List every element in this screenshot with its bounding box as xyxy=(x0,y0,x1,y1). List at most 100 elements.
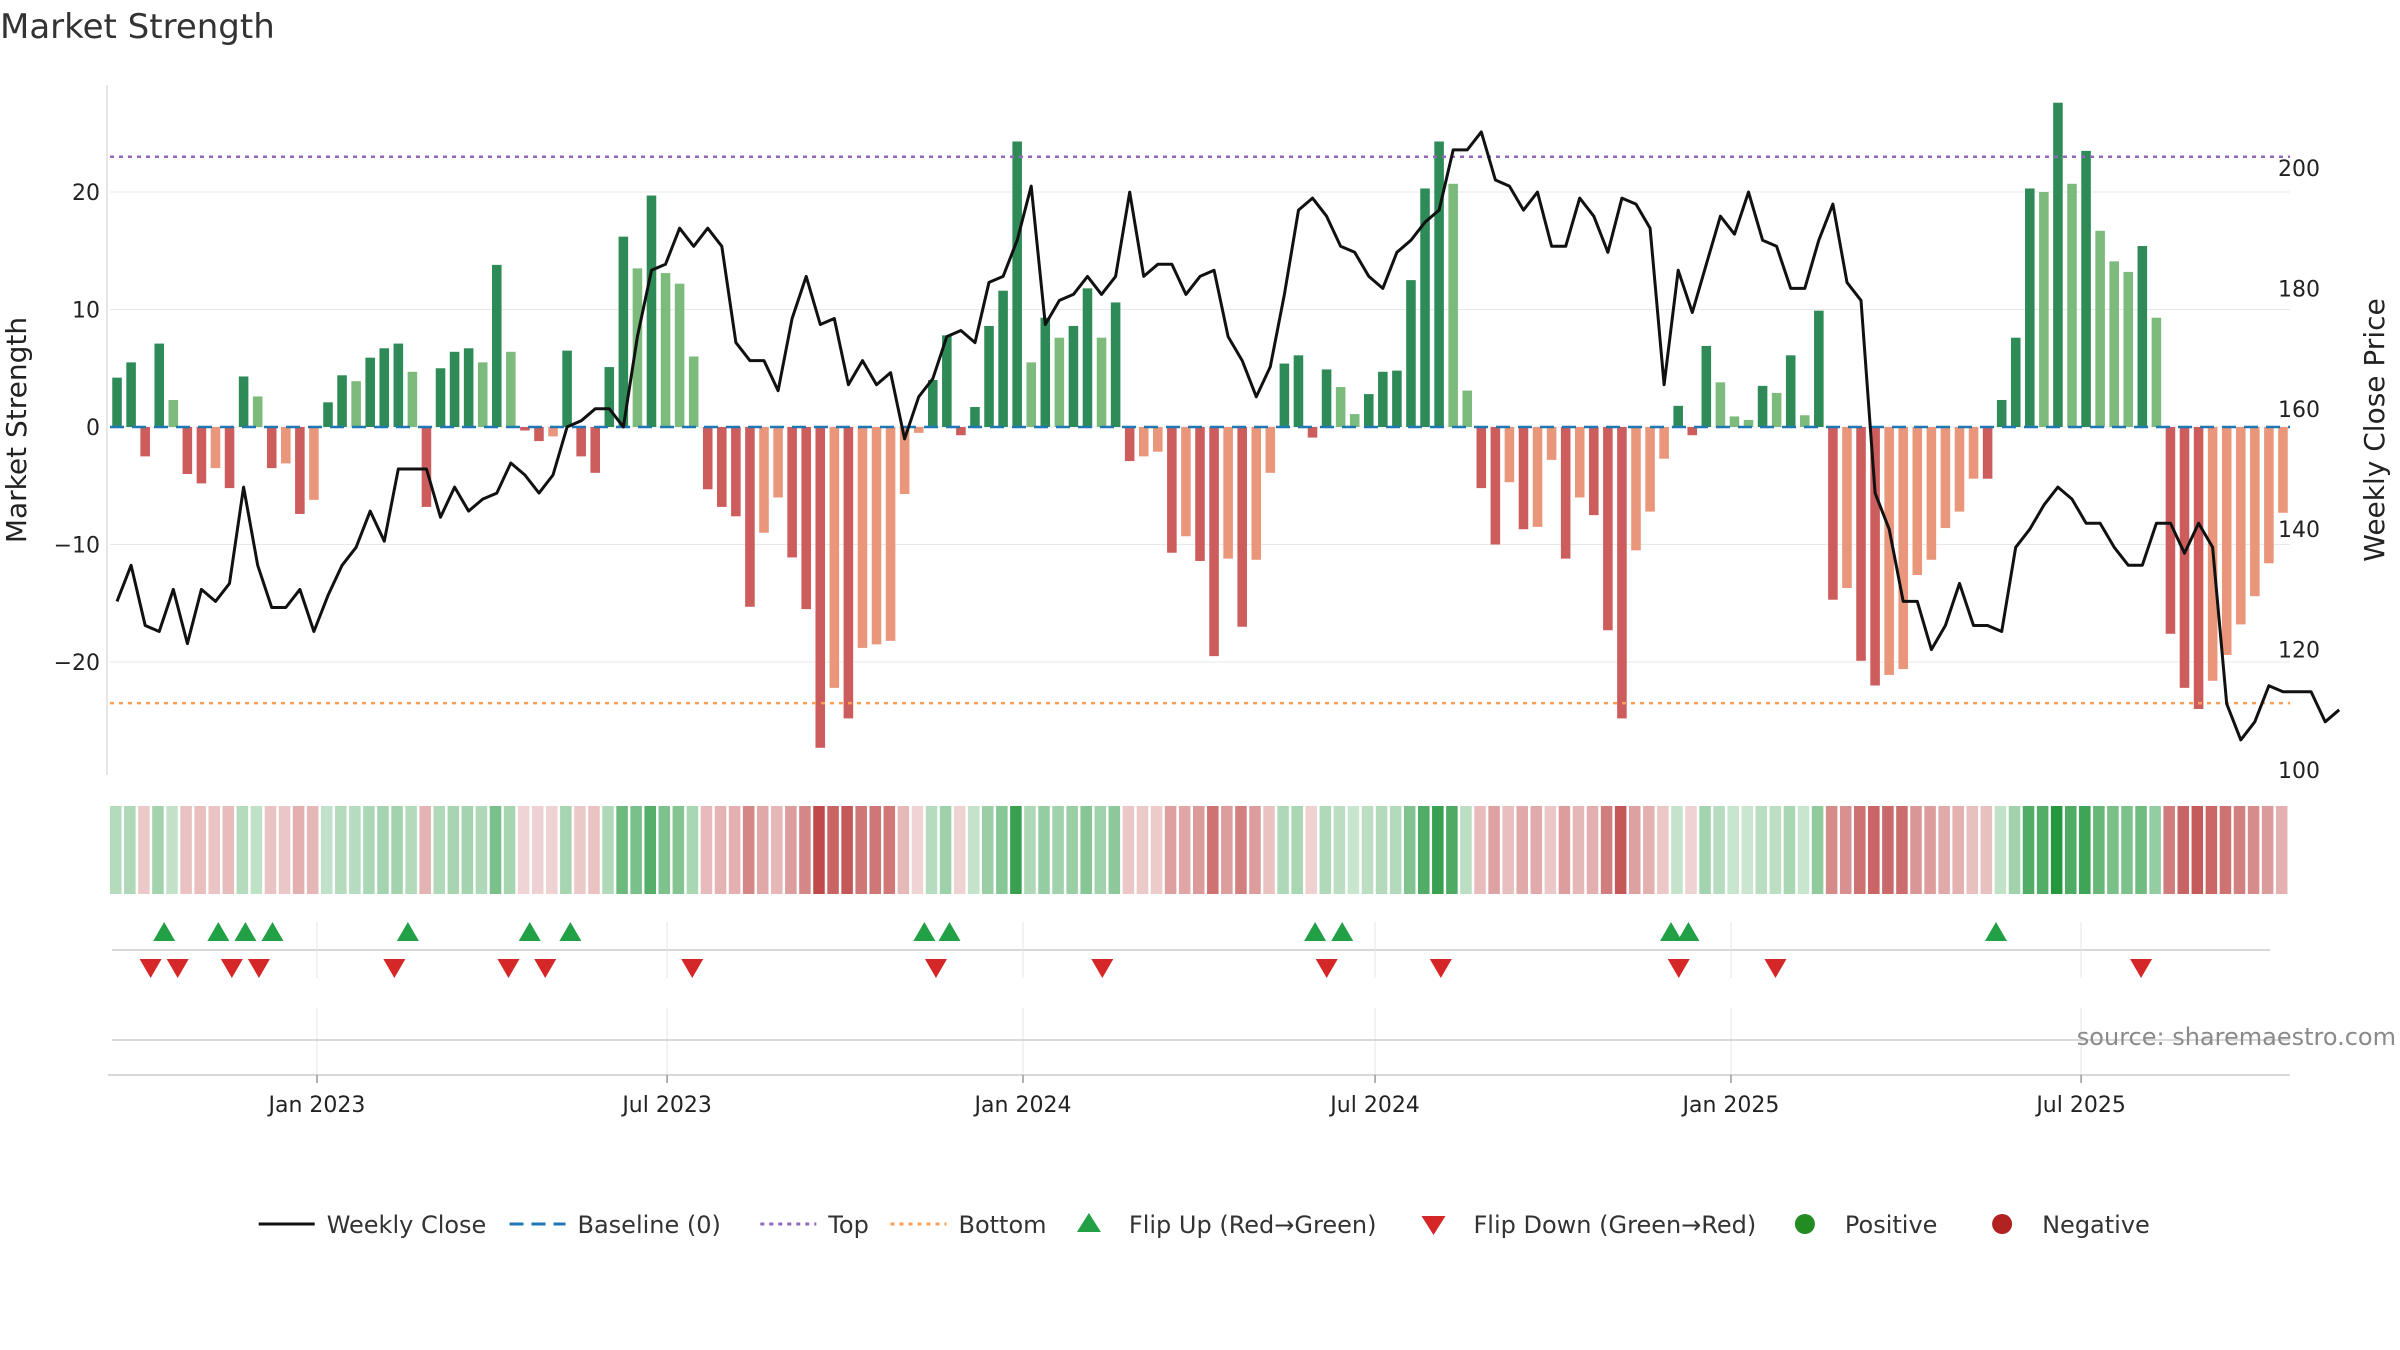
heat-cell-51 xyxy=(827,806,839,894)
heat-cell-22 xyxy=(419,806,431,894)
strength-bar-13 xyxy=(295,427,305,514)
flip-up-marker-3 xyxy=(261,922,284,941)
flip-down-marker-13 xyxy=(1764,959,1787,978)
strength-bar-116 xyxy=(1743,419,1754,427)
y-left-tick-2: 0 xyxy=(86,416,100,441)
heat-cell-133 xyxy=(1980,806,1993,894)
strength-bar-129 xyxy=(1926,427,1937,560)
strength-bar-67 xyxy=(1054,337,1065,427)
legend-item-5: Flip Down (Green→Red) xyxy=(1421,1211,1757,1239)
heat-cell-41 xyxy=(686,806,699,894)
heat-cell-152 xyxy=(2247,806,2260,894)
x-tick-label-4: Jan 2025 xyxy=(1681,1093,1780,1118)
strength-bar-91 xyxy=(1392,370,1402,427)
strength-bar-88 xyxy=(1349,414,1360,427)
strength-bar-139 xyxy=(2067,183,2077,427)
strength-bar-95 xyxy=(1448,183,1458,427)
strength-bar-141 xyxy=(2095,230,2105,427)
heat-cell-69 xyxy=(1080,806,1092,894)
strength-bar-151 xyxy=(2235,427,2246,625)
heat-cell-28 xyxy=(503,806,516,894)
heat-cell-102 xyxy=(1544,806,1557,894)
legend-label: Baseline (0) xyxy=(578,1211,721,1239)
heat-cell-92 xyxy=(1403,806,1416,894)
strength-bar-68 xyxy=(1068,325,1079,427)
legend-item-4: Flip Up (Red→Green) xyxy=(1076,1211,1376,1239)
heat-cell-140 xyxy=(2079,806,2091,894)
heat-cell-58 xyxy=(925,806,938,894)
reference-lines xyxy=(110,155,2290,705)
strength-bar-10 xyxy=(252,396,263,427)
y-left-tick-3: 10 xyxy=(72,299,100,324)
strength-bar-12 xyxy=(281,427,291,464)
strength-bar-143 xyxy=(2123,271,2134,427)
heat-cell-25 xyxy=(461,806,474,894)
heat-cell-117 xyxy=(1755,806,1768,894)
strength-bar-94 xyxy=(1434,141,1444,427)
flip-down-marker-9 xyxy=(1091,959,1114,978)
strength-bar-122 xyxy=(1828,427,1838,600)
strength-bar-92 xyxy=(1406,280,1416,427)
heat-cell-2 xyxy=(138,806,150,894)
strength-bar-123 xyxy=(1842,427,1852,588)
heat-cell-94 xyxy=(1432,806,1444,894)
strength-bar-103 xyxy=(1560,427,1571,559)
heat-cell-14 xyxy=(306,806,319,894)
heat-cell-77 xyxy=(1192,806,1205,894)
strength-bar-62 xyxy=(984,325,994,427)
heat-cell-72 xyxy=(1122,806,1135,894)
heat-cell-15 xyxy=(320,806,333,894)
strength-bar-120 xyxy=(1799,415,1810,427)
heat-cell-129 xyxy=(1924,806,1936,894)
heat-cell-114 xyxy=(1713,806,1725,894)
strength-bar-80 xyxy=(1237,427,1247,627)
flip-markers-panel xyxy=(112,922,2270,978)
heat-cell-131 xyxy=(1952,806,1964,894)
legend-label: Flip Down (Green→Red) xyxy=(1474,1211,1757,1239)
strength-bar-107 xyxy=(1617,427,1627,719)
heat-cell-20 xyxy=(391,806,403,894)
heat-cell-55 xyxy=(883,806,896,894)
strength-bar-11 xyxy=(266,427,277,469)
heat-cell-120 xyxy=(1797,806,1810,894)
flip-up-marker-0 xyxy=(153,922,176,941)
strength-bar-99 xyxy=(1504,427,1515,483)
strength-bar-28 xyxy=(506,351,516,427)
strength-bar-152 xyxy=(2250,427,2260,597)
heat-cell-60 xyxy=(953,806,966,894)
flip-down-marker-5 xyxy=(497,959,520,978)
heat-cell-136 xyxy=(2022,806,2035,894)
y-left-tick-0: −20 xyxy=(54,651,100,676)
strength-bar-100 xyxy=(1518,427,1529,530)
heat-cell-19 xyxy=(377,806,389,894)
strength-bar-144 xyxy=(2137,246,2148,427)
legend-label: Top xyxy=(827,1211,869,1239)
strength-bar-132 xyxy=(1968,427,1979,479)
heat-cell-149 xyxy=(2205,806,2218,894)
flip-down-marker-1 xyxy=(166,959,189,978)
flip-down-marker-8 xyxy=(924,959,947,978)
heat-cell-66 xyxy=(1038,806,1050,894)
heat-cell-16 xyxy=(335,806,347,894)
heat-cell-130 xyxy=(1938,806,1950,894)
heat-cell-36 xyxy=(616,806,628,894)
flip-up-marker-7 xyxy=(913,922,936,941)
heat-cell-71 xyxy=(1108,806,1121,894)
strength-bar-1 xyxy=(126,362,136,427)
heat-cell-17 xyxy=(349,806,361,894)
strength-bar-43 xyxy=(717,427,727,507)
heat-cell-65 xyxy=(1024,806,1036,894)
chart-title: Market Strength xyxy=(0,7,275,47)
strength-bar-61 xyxy=(970,407,980,427)
heat-cell-38 xyxy=(644,806,656,894)
heat-cell-153 xyxy=(2261,806,2274,894)
heat-cell-7 xyxy=(208,806,220,894)
flip-up-marker-12 xyxy=(1677,922,1700,941)
strength-bar-73 xyxy=(1138,427,1149,457)
y-axis-right-label: Weekly Close Price xyxy=(2358,298,2391,561)
heat-cell-23 xyxy=(433,806,446,894)
strength-bar-53 xyxy=(857,427,868,648)
flip-down-marker-4 xyxy=(383,959,406,978)
legend-item-3: Bottom xyxy=(890,1211,1047,1239)
heat-cell-119 xyxy=(1783,806,1796,894)
